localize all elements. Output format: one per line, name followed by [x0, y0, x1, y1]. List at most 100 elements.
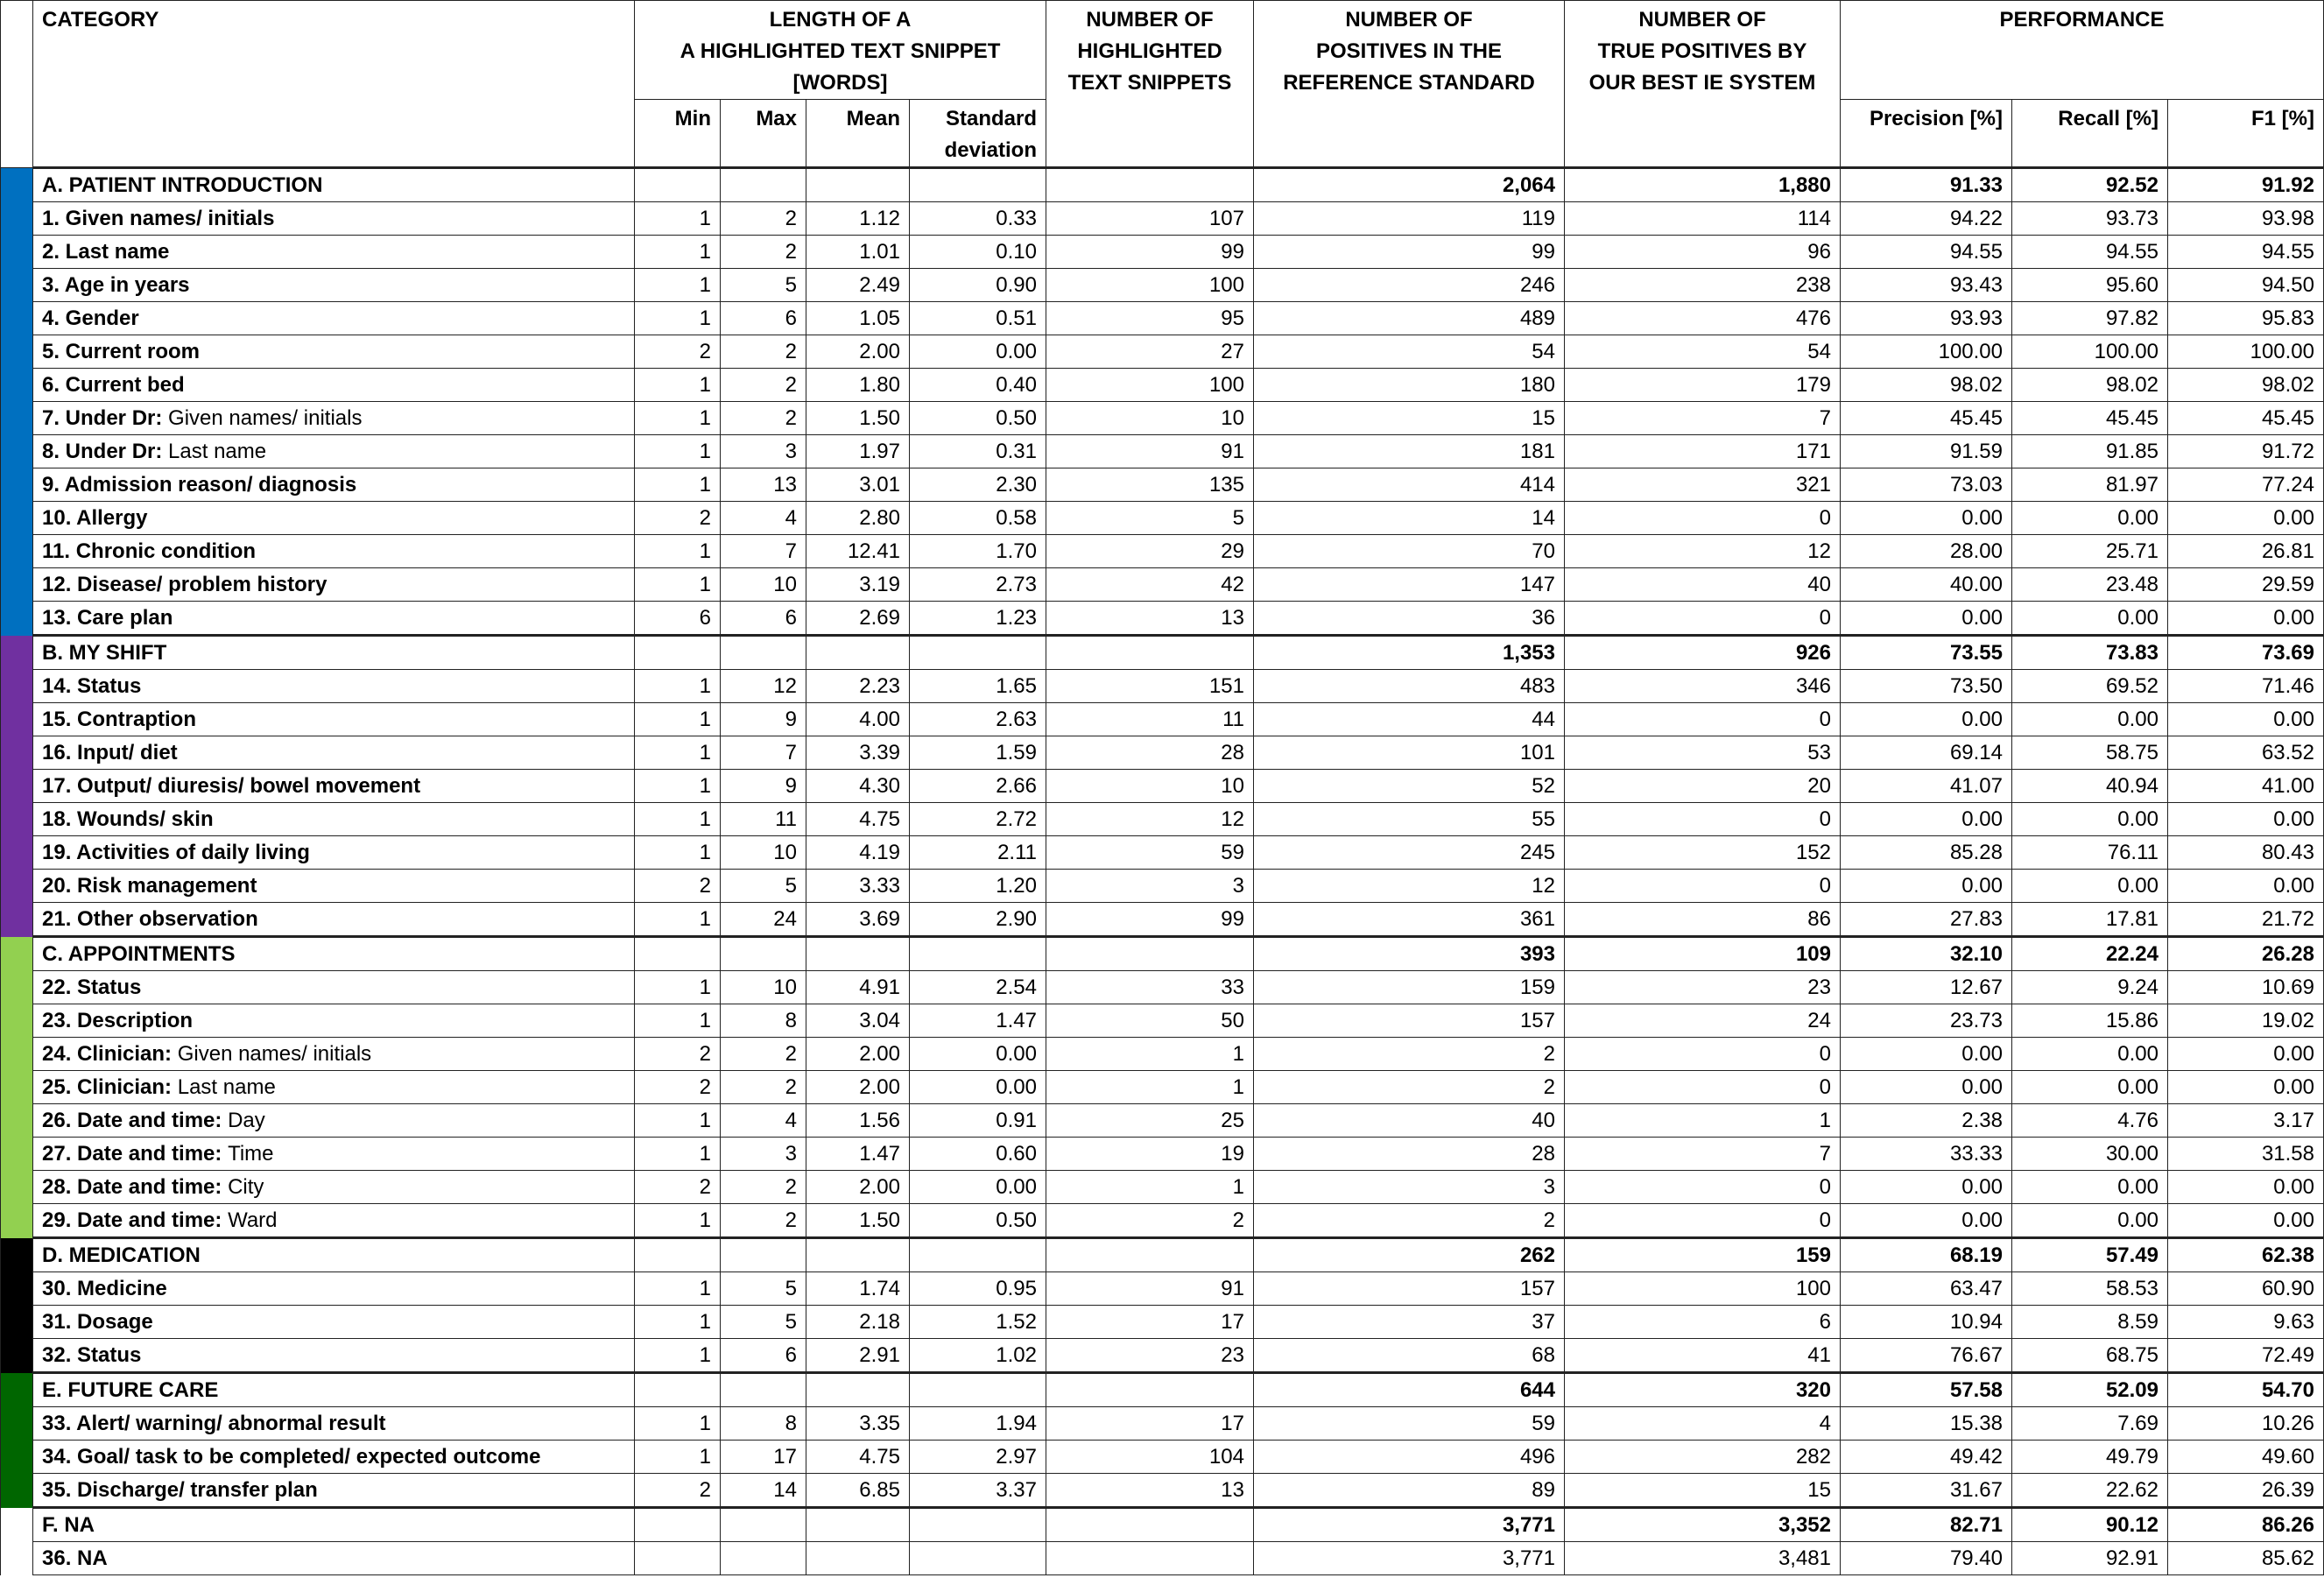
cell-true-positives: 0 — [1564, 1170, 1841, 1204]
cell-true-positives: 179 — [1564, 368, 1841, 402]
cell-max: 2 — [720, 201, 806, 236]
group-recall: 73.83 — [2011, 634, 2168, 670]
group-mean — [806, 166, 910, 202]
cell-mean: 3.69 — [806, 902, 910, 937]
table-row: 30. Medicine 1 5 1.74 0.95 91 157 100 63.47 58.53… — [1, 1271, 2324, 1306]
group-min — [634, 1506, 721, 1542]
cell-snippets: 17 — [1046, 1305, 1254, 1339]
cell-precision: 28.00 — [1840, 534, 2012, 568]
cell-max: 5 — [720, 1305, 806, 1339]
group-positives: 262 — [1253, 1236, 1565, 1272]
cell-positives: 89 — [1253, 1473, 1565, 1508]
cell-snippets: 11 — [1046, 702, 1254, 736]
cell-f1: 77.24 — [2167, 468, 2324, 502]
group-true-positives: 1,880 — [1564, 166, 1841, 202]
cell-true-positives: 15 — [1564, 1473, 1841, 1508]
row-label-bold: 18. Wounds/ skin — [42, 807, 214, 831]
group-max — [720, 1506, 806, 1542]
cell-snippets: 100 — [1046, 368, 1254, 402]
group-row: E. FUTURE CARE 644 320 57.58 52.09 54.70 — [0, 1371, 2324, 1508]
table-row: 25. Clinician: Last name 2 2 2.00 0.00 1 2 0 0.0… — [1, 1070, 2324, 1104]
cell-sd: 2.30 — [909, 468, 1046, 502]
row-label-bold: 9. Admission reason/ diagnosis — [42, 473, 357, 497]
cell-sd: 2.73 — [909, 567, 1046, 602]
cell-recall: 49.79 — [2011, 1440, 2168, 1474]
cell-true-positives: 24 — [1564, 1004, 1841, 1038]
cell-max: 2 — [720, 368, 806, 402]
cell-positives: 245 — [1253, 835, 1565, 870]
cell-mean: 3.19 — [806, 567, 910, 602]
group-sd — [909, 1371, 1046, 1407]
cell-sd: 0.50 — [909, 1203, 1046, 1238]
cell-mean: 1.80 — [806, 368, 910, 402]
cell-snippets: 25 — [1046, 1103, 1254, 1138]
cell-sd: 1.52 — [909, 1305, 1046, 1339]
row-label-bold: 34. Goal/ task to be completed/ expected… — [42, 1445, 541, 1469]
cell-sd: 2.11 — [909, 835, 1046, 870]
table-row: 16. Input/ diet 1 7 3.39 1.59 28 101 53 69.14 58.… — [1, 736, 2324, 770]
stripe-header — [0, 0, 33, 168]
cell-positives: 44 — [1253, 702, 1565, 736]
row-label-bold: 28. Date and time: — [42, 1175, 229, 1199]
cell-snippets: 2 — [1046, 1203, 1254, 1238]
cell-min: 1 — [634, 835, 721, 870]
cell-true-positives: 40 — [1564, 567, 1841, 602]
cell-min: 1 — [634, 769, 721, 803]
table-row: 8. Under Dr: Last name 1 3 1.97 0.31 91 181 171… — [1, 434, 2324, 468]
row-label-bold: 22. Status — [42, 976, 142, 999]
cell-max: 3 — [720, 1137, 806, 1171]
cell-f1: 94.50 — [2167, 268, 2324, 302]
cell-min: 2 — [634, 501, 721, 535]
row-label-detail: Given names/ initials — [177, 1042, 372, 1066]
cell-mean: 1.01 — [806, 235, 910, 269]
cell-min: 1 — [634, 1271, 721, 1306]
cell-precision: 45.45 — [1840, 401, 2012, 435]
row-label: 32. Status — [32, 1338, 635, 1373]
group-positives: 393 — [1253, 935, 1565, 971]
row-label: 28. Date and time: City — [32, 1170, 635, 1204]
cell-sd: 2.66 — [909, 769, 1046, 803]
cell-min: 2 — [634, 869, 721, 903]
cell-sd: 0.40 — [909, 368, 1046, 402]
cell-recall: 7.69 — [2011, 1406, 2168, 1441]
cell-sd: 1.70 — [909, 534, 1046, 568]
cell-precision: 0.00 — [1840, 1203, 2012, 1238]
cell-sd: 2.97 — [909, 1440, 1046, 1474]
cell-positives: 246 — [1253, 268, 1565, 302]
cell-mean: 1.05 — [806, 301, 910, 335]
cell-f1: 0.00 — [2167, 1203, 2324, 1238]
row-label: 21. Other observation — [32, 902, 635, 937]
row-label-bold: 33. Alert/ warning/ abnormal result — [42, 1412, 386, 1435]
cell-recall: 68.75 — [2011, 1338, 2168, 1373]
row-label: 23. Description — [32, 1004, 635, 1038]
table-row: 20. Risk management 2 5 3.33 1.20 3 12 0 0.00 0.0… — [1, 869, 2324, 903]
row-label: 17. Output/ diuresis/ bowel movement — [32, 769, 635, 803]
cell-sd: 2.63 — [909, 702, 1046, 736]
cell-max: 24 — [720, 902, 806, 937]
row-label: 9. Admission reason/ diagnosis — [32, 468, 635, 502]
row-label-bold: 30. Medicine — [42, 1277, 167, 1300]
cell-mean: 1.50 — [806, 401, 910, 435]
cell-sd: 1.47 — [909, 1004, 1046, 1038]
group-positives: 644 — [1253, 1371, 1565, 1407]
group-row: B. MY SHIFT 1,353 926 73.55 73.83 73.69 — [0, 634, 2324, 937]
cell-true-positives: 23 — [1564, 970, 1841, 1004]
cell-sd — [909, 1541, 1046, 1575]
row-label-bold: 3. Age in years — [42, 273, 190, 297]
cell-precision: 40.00 — [1840, 567, 2012, 602]
cell-max: 2 — [720, 1170, 806, 1204]
cell-min: 1 — [634, 1406, 721, 1441]
group-sd — [909, 634, 1046, 670]
cell-f1: 10.26 — [2167, 1406, 2324, 1441]
row-label-bold: 31. Dosage — [42, 1310, 153, 1334]
cell-recall: 98.02 — [2011, 368, 2168, 402]
cell-mean: 3.35 — [806, 1406, 910, 1441]
group-precision: 32.10 — [1840, 935, 2012, 971]
row-label-bold: 36. NA — [42, 1546, 108, 1570]
cell-positives: 489 — [1253, 301, 1565, 335]
table-row: 17. Output/ diuresis/ bowel movement 1 9 4.… — [1, 769, 2324, 803]
cell-true-positives: 282 — [1564, 1440, 1841, 1474]
cell-max: 5 — [720, 869, 806, 903]
row-label-bold: 32. Status — [42, 1343, 142, 1367]
